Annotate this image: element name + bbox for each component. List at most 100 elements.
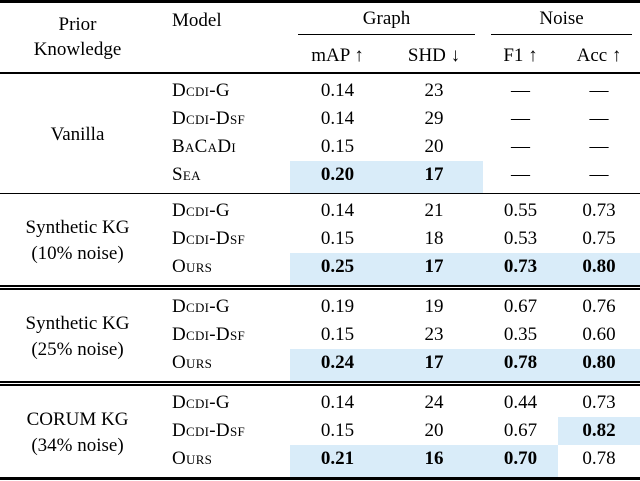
model-name-cell: Ours (172, 255, 213, 277)
map-value-cell: 0.14 (320, 107, 355, 129)
acc-value-cell: 0.76 (558, 284, 640, 321)
table-row: Dcdi-Dsf 0.15 23 0.35 0.60 (0, 321, 640, 349)
acc-value-cell: 0.80 (558, 348, 640, 383)
header-model: Model (155, 1, 290, 74)
map-value-cell: 0.15 (320, 227, 355, 249)
prior-knowledge-line2: (34% noise) (31, 434, 124, 456)
f1-value-cell: 0.70 (483, 444, 559, 478)
table-row: Dcdi-Dsf 0.15 20 0.67 0.82 (0, 416, 640, 445)
header-shd-down: SHD ↓ (385, 39, 484, 74)
table-row: Ours 0.25 17 0.73 0.80 (0, 252, 640, 287)
model-name-cell: Ours (172, 447, 213, 469)
shd-value-cell: 18 (424, 227, 444, 249)
map-value-cell: 0.24 (290, 348, 385, 383)
shd-value-cell: 16 (385, 444, 484, 478)
prior-knowledge-line2: (10% noise) (31, 242, 124, 264)
table-row: Synthetic KG (10% noise) Dcdi-G 0.14 21 0.55 0… (0, 192, 640, 287)
prior-knowledge-cell: CORUM KG (34% noise) (0, 380, 155, 478)
shd-value-cell: 21 (385, 192, 484, 225)
header-prior-knowledge: Prior Knowledge (0, 1, 155, 74)
map-value-cell: 0.15 (320, 135, 355, 157)
shd-value-cell: 19 (385, 284, 484, 321)
map-value-cell: 0.25 (290, 252, 385, 287)
map-value-cell: 0.20 (290, 160, 385, 193)
prior-knowledge-cell: Synthetic KG (10% noise) (0, 192, 155, 287)
f1-value-cell: — (511, 79, 531, 101)
f1-value-cell: 0.35 (503, 323, 538, 345)
table-header: Prior Knowledge Model Graph Noise mAP ↑ … (0, 1, 640, 74)
model-name-cell: Dcdi-G (155, 192, 290, 225)
acc-value-cell: 0.73 (558, 192, 640, 225)
shd-value-cell: 17 (385, 160, 484, 193)
model-name-cell: Dcdi-Dsf (172, 419, 246, 441)
model-name-cell: Dcdi-Dsf (172, 227, 246, 249)
prior-knowledge-line2: (25% noise) (31, 338, 124, 360)
shd-value-cell: 23 (424, 323, 444, 345)
shd-value-cell: 23 (424, 79, 444, 101)
acc-value-cell: 0.82 (558, 416, 640, 445)
group-noise-label: Noise (491, 3, 633, 35)
table-body: Vanilla Dcdi-G 0.14 23— — Dcdi-Dsf 0.14 29— — BaC… (0, 73, 640, 478)
header-group-noise: Noise (483, 2, 640, 40)
shd-value-cell: 29 (424, 107, 444, 129)
acc-value-cell: — (589, 135, 609, 157)
map-value-cell: 0.14 (290, 380, 385, 417)
map-value-cell: 0.14 (320, 79, 355, 101)
model-name-cell: Dcdi-G (155, 284, 290, 321)
f1-value-cell: 0.67 (483, 284, 559, 321)
header-acc-up: Acc ↑ (558, 39, 640, 74)
prior-knowledge-line1: Synthetic KG (25, 312, 130, 334)
model-name-cell: Dcdi-G (172, 79, 230, 101)
model-name-cell: BaCaDi (172, 135, 236, 157)
prior-knowledge-cell: Vanilla (0, 73, 155, 194)
table-row: Sea 0.20 17 — — (0, 160, 640, 193)
map-value-cell: 0.15 (320, 419, 355, 441)
model-name-cell: Dcdi-G (155, 380, 290, 417)
f1-value-cell: 0.53 (503, 227, 538, 249)
table-row: Dcdi-Dsf 0.15 18 0.53 0.75 (0, 225, 640, 253)
group-graph-label: Graph (298, 3, 476, 35)
acc-value-cell: 0.75 (582, 227, 616, 249)
model-name-cell: Sea (172, 163, 201, 185)
header-f1-up: F1 ↑ (483, 39, 559, 74)
header-prior-line1: Prior (58, 14, 97, 36)
prior-knowledge-line1: Synthetic KG (25, 216, 130, 238)
header-group-graph: Graph (290, 2, 483, 40)
acc-value-cell: 0.80 (558, 252, 640, 287)
shd-value-cell: 24 (385, 380, 484, 417)
f1-value-cell: — (511, 107, 531, 129)
f1-value-cell: 0.73 (483, 252, 559, 287)
model-name-cell: Dcdi-Dsf (172, 107, 246, 129)
acc-value-cell: — (589, 163, 609, 185)
map-value-cell: 0.14 (290, 192, 385, 225)
table-row: Synthetic KG (25% noise) Dcdi-G 0.19 19 0.67 0… (0, 284, 640, 383)
model-name-cell: Ours (172, 351, 213, 373)
header-prior-line2: Knowledge (33, 39, 122, 61)
map-value-cell: 0.19 (290, 284, 385, 321)
f1-value-cell: 0.78 (483, 348, 559, 383)
shd-value-cell: 17 (385, 252, 484, 287)
f1-value-cell: 0.67 (503, 419, 538, 441)
table-row: Ours 0.21 16 0.70 0.78 (0, 444, 640, 478)
table-row: CORUM KG (34% noise) Dcdi-G 0.14 24 0.44 0.73 (0, 380, 640, 478)
table-row: Ours 0.24 17 0.78 0.80 (0, 348, 640, 383)
f1-value-cell: — (511, 163, 531, 185)
header-map-up: mAP ↑ (290, 39, 385, 74)
header-row-groups: Prior Knowledge Model Graph Noise (0, 1, 640, 74)
table-row: BaCaDi 0.15 20 — — (0, 133, 640, 161)
acc-value-cell: 0.60 (582, 323, 616, 345)
f1-value-cell: 0.44 (483, 380, 559, 417)
acc-value-cell: — (589, 79, 609, 101)
prior-knowledge-cell: Synthetic KG (25% noise) (0, 284, 155, 383)
f1-value-cell: 0.55 (483, 192, 559, 225)
header-row-metrics: mAP ↑ SHD ↓ F1 ↑ Acc ↑ (0, 39, 640, 74)
shd-value-cell: 17 (385, 348, 484, 383)
acc-value-cell: 0.73 (558, 380, 640, 417)
shd-value-cell: 20 (424, 135, 444, 157)
map-value-cell: 0.15 (320, 323, 355, 345)
prior-knowledge-line1: Vanilla (50, 123, 105, 145)
shd-value-cell: 20 (424, 419, 444, 441)
acc-value-cell: — (589, 107, 609, 129)
